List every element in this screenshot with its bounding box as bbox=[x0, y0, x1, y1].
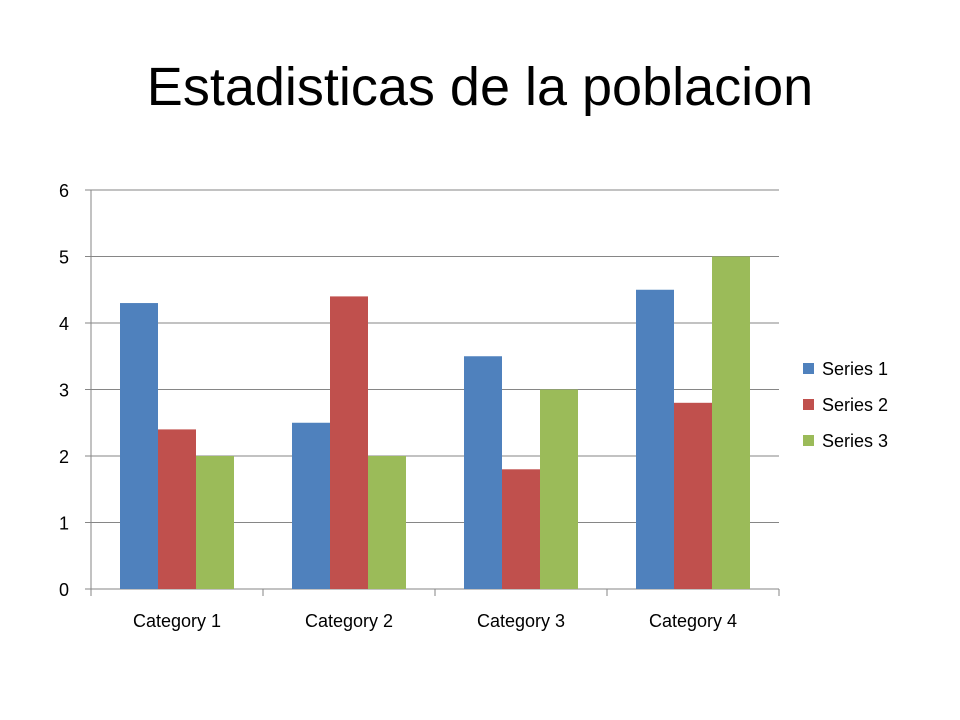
bar-series-2-3 bbox=[502, 469, 540, 589]
slide-title: Estadisticas de la poblacion bbox=[146, 57, 814, 117]
legend-label: Series 3 bbox=[822, 431, 888, 451]
bar-series-2-2 bbox=[330, 296, 368, 589]
y-tick-label: 3 bbox=[59, 381, 69, 401]
y-tick-label: 6 bbox=[59, 181, 69, 201]
y-tick-label: 0 bbox=[59, 580, 69, 600]
bar-series-3-4 bbox=[712, 256, 750, 589]
x-tick-label: Category 4 bbox=[649, 611, 737, 631]
bar-series-2-1 bbox=[158, 429, 196, 589]
y-tick-label: 4 bbox=[59, 314, 69, 334]
legend-swatch bbox=[803, 435, 814, 446]
x-tick-label: Category 1 bbox=[133, 611, 221, 631]
x-tick-label: Category 2 bbox=[305, 611, 393, 631]
legend-label: Series 2 bbox=[822, 395, 888, 415]
bar-series-1-2 bbox=[292, 422, 330, 589]
x-tick-label: Category 3 bbox=[477, 611, 565, 631]
y-tick-label: 5 bbox=[59, 248, 69, 268]
bar-series-3-1 bbox=[196, 456, 234, 589]
legend-label: Series 1 bbox=[822, 359, 888, 379]
bar-series-3-3 bbox=[540, 389, 578, 589]
legend-swatch bbox=[803, 399, 814, 410]
bar-series-1-3 bbox=[464, 356, 502, 589]
bar-series-1-4 bbox=[636, 289, 674, 589]
legend-swatch bbox=[803, 363, 814, 374]
y-tick-label: 1 bbox=[59, 514, 69, 534]
bar-series-3-2 bbox=[368, 456, 406, 589]
bar-series-1-1 bbox=[120, 303, 158, 589]
y-tick-label: 2 bbox=[59, 447, 69, 467]
bar-series-2-4 bbox=[674, 402, 712, 589]
